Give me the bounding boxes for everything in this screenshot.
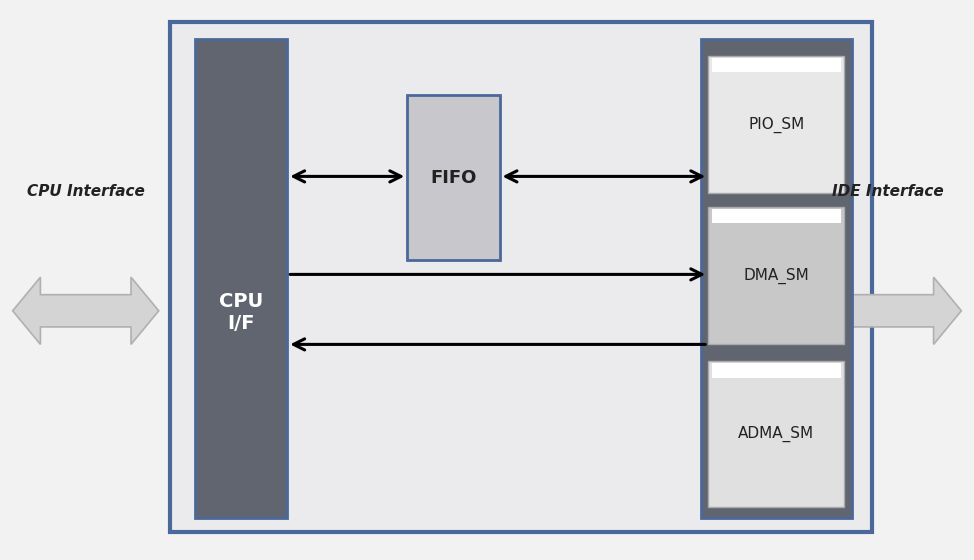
FancyBboxPatch shape [712, 363, 841, 378]
FancyBboxPatch shape [708, 56, 844, 193]
FancyBboxPatch shape [712, 209, 841, 223]
FancyBboxPatch shape [712, 58, 841, 72]
Text: CPU Interface: CPU Interface [26, 184, 145, 199]
FancyBboxPatch shape [708, 207, 844, 344]
FancyBboxPatch shape [701, 39, 852, 518]
Text: CPU
I/F: CPU I/F [219, 292, 263, 333]
FancyBboxPatch shape [170, 22, 872, 532]
FancyBboxPatch shape [708, 361, 844, 507]
Text: PIO_SM: PIO_SM [748, 116, 805, 133]
Text: IDE Interface: IDE Interface [833, 184, 944, 199]
Text: ADMA_SM: ADMA_SM [738, 426, 814, 442]
Text: FIFO: FIFO [431, 169, 476, 187]
FancyBboxPatch shape [195, 39, 287, 518]
FancyBboxPatch shape [407, 95, 500, 260]
Polygon shape [13, 277, 159, 344]
Text: DMA_SM: DMA_SM [743, 268, 809, 284]
Polygon shape [815, 277, 961, 344]
